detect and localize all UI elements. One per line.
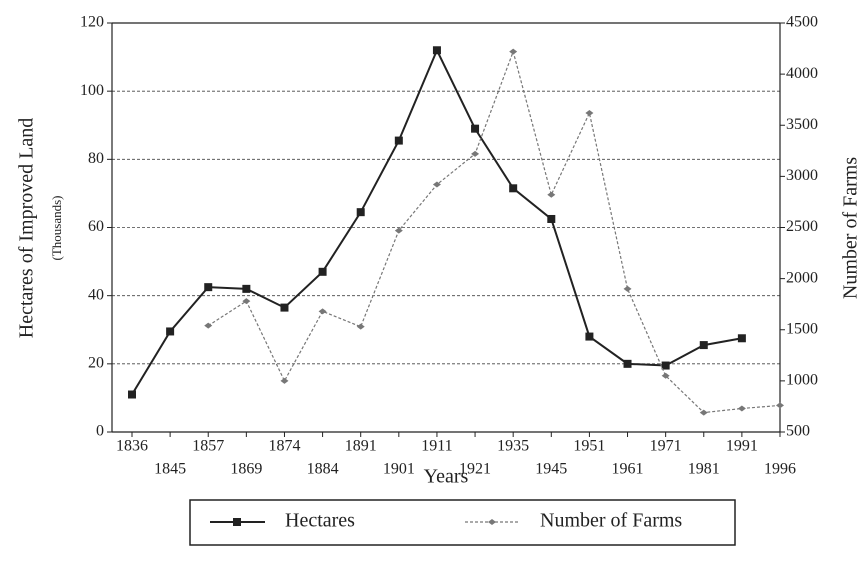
- y2-tick-label: 2500: [786, 218, 818, 235]
- marker: [242, 298, 251, 305]
- marker: [356, 323, 365, 330]
- marker: [661, 361, 670, 370]
- y-tick-label: 40: [88, 286, 104, 303]
- legend-label: Number of Farms: [540, 510, 682, 532]
- y2-tick-label: 4500: [786, 14, 818, 31]
- series-line: [207, 49, 781, 414]
- marker: [432, 181, 441, 188]
- legend-marker: [233, 518, 241, 526]
- y-tick-label: 120: [80, 14, 104, 31]
- marker: [623, 285, 632, 292]
- y2-axis-title: Number of Farms: [840, 157, 862, 299]
- marker: [128, 390, 136, 399]
- y-tick-label: 60: [88, 218, 104, 235]
- x-tick-label: 1981: [688, 461, 720, 478]
- marker: [280, 377, 289, 384]
- marker: [471, 124, 480, 133]
- marker: [394, 227, 403, 234]
- y2-tick-label: 1500: [786, 320, 818, 337]
- y-axis-subtitle: (Thousands): [49, 196, 64, 261]
- marker: [547, 214, 556, 223]
- marker: [547, 191, 556, 198]
- x-tick-label: 1951: [573, 438, 605, 455]
- marker: [432, 46, 441, 55]
- marker: [509, 184, 518, 193]
- x-tick-label: 1857: [192, 438, 224, 455]
- marker: [166, 327, 175, 336]
- marker: [471, 150, 480, 157]
- marker: [737, 334, 746, 343]
- marker: [661, 372, 670, 379]
- marker: [280, 303, 289, 312]
- marker: [318, 267, 327, 276]
- x-tick-label: 1935: [497, 438, 529, 455]
- y2-tick-label: 3500: [786, 116, 818, 133]
- marker: [242, 284, 251, 293]
- x-tick-label: 1845: [154, 461, 186, 478]
- x-tick-label: 1874: [268, 438, 300, 455]
- x-tick-label: 1921: [459, 461, 491, 478]
- y-axis-title: Hectares of Improved Land: [16, 118, 38, 338]
- marker: [394, 136, 403, 145]
- x-tick-label: 1836: [116, 438, 148, 455]
- marker: [699, 341, 708, 350]
- x-tick-label: 1891: [345, 438, 377, 455]
- marker: [585, 332, 594, 341]
- marker: [585, 109, 594, 116]
- y-tick-label: 20: [88, 355, 104, 372]
- y2-tick-label: 1000: [786, 372, 818, 389]
- marker: [356, 208, 365, 217]
- marker: [737, 405, 746, 412]
- y-tick-label: 80: [88, 150, 104, 167]
- x-tick-label: 1996: [764, 461, 796, 478]
- marker: [509, 48, 518, 55]
- marker: [204, 322, 213, 329]
- marker: [623, 359, 632, 368]
- marker: [776, 402, 784, 409]
- x-tick-label: 1945: [535, 461, 567, 478]
- x-axis-title: Years: [424, 466, 469, 488]
- legend-box: [189, 499, 736, 546]
- x-tick-label: 1884: [307, 461, 339, 478]
- x-tick-label: 1901: [383, 461, 415, 478]
- marker: [699, 409, 708, 416]
- x-tick-label: 1971: [650, 438, 682, 455]
- x-tick-label: 1991: [726, 438, 758, 455]
- legend-marker: [488, 519, 496, 525]
- marker: [318, 308, 327, 315]
- series-line: [131, 47, 743, 396]
- legend-label: Hectares: [285, 510, 355, 532]
- y2-tick-label: 3000: [786, 167, 818, 184]
- y-tick-label: 100: [80, 82, 104, 99]
- y2-tick-label: 4000: [786, 65, 818, 82]
- x-tick-label: 1869: [230, 461, 262, 478]
- x-tick-label: 1961: [612, 461, 644, 478]
- marker: [204, 283, 213, 292]
- x-tick-label: 1911: [421, 438, 452, 455]
- y2-tick-label: 500: [786, 423, 810, 440]
- y-tick-label: 0: [96, 423, 104, 440]
- y2-tick-label: 2000: [786, 269, 818, 286]
